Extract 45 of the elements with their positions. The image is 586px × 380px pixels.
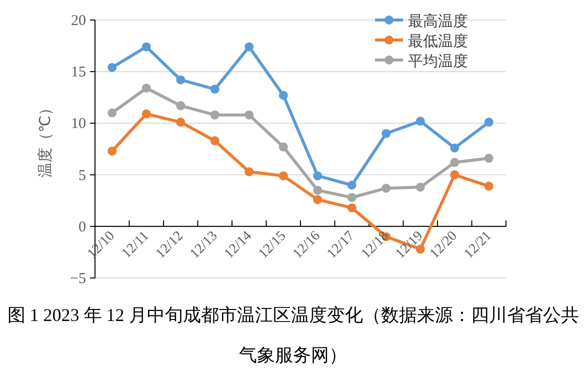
y-tick-label: 15 — [71, 64, 86, 81]
legend-label: 平均温度 — [408, 53, 468, 70]
point — [142, 42, 151, 52]
point — [108, 62, 117, 72]
point — [278, 171, 288, 180]
point — [313, 186, 322, 195]
point — [382, 184, 391, 193]
point — [108, 146, 117, 156]
text: 图 1 2023 年 12 月中旬成都市温江区温度变化（数据来源：四川省省公共气象服务网） — [6, 304, 580, 367]
point — [382, 129, 391, 138]
legend-label: 最低温度 — [408, 33, 468, 50]
point — [278, 90, 288, 100]
point — [450, 170, 460, 180]
point — [210, 136, 220, 146]
y-tick-label: 10 — [71, 116, 86, 132]
point — [142, 84, 151, 93]
point — [484, 154, 494, 163]
y-tick-label: 5 — [78, 168, 86, 184]
point — [347, 180, 356, 190]
point — [244, 167, 254, 176]
point — [244, 110, 254, 120]
point — [313, 195, 322, 204]
point — [484, 118, 494, 127]
point — [313, 171, 322, 180]
point — [176, 75, 186, 84]
legend-label: 最高温度 — [408, 13, 468, 30]
point — [108, 108, 117, 118]
y-axis-title: 温度（℃） — [37, 100, 54, 178]
y-tick-label: −5 — [70, 271, 86, 287]
point — [176, 118, 186, 127]
point — [278, 142, 288, 152]
point — [416, 116, 425, 126]
point — [244, 42, 254, 52]
point — [484, 182, 494, 191]
point — [210, 110, 220, 120]
point — [347, 203, 356, 212]
y-tick-label: 20 — [71, 13, 86, 29]
point — [176, 101, 186, 110]
point — [450, 158, 460, 167]
point — [142, 109, 151, 118]
point — [416, 182, 425, 192]
point — [450, 143, 460, 152]
y-tick-label: 0 — [78, 219, 86, 236]
point — [210, 84, 220, 94]
point — [347, 193, 356, 202]
